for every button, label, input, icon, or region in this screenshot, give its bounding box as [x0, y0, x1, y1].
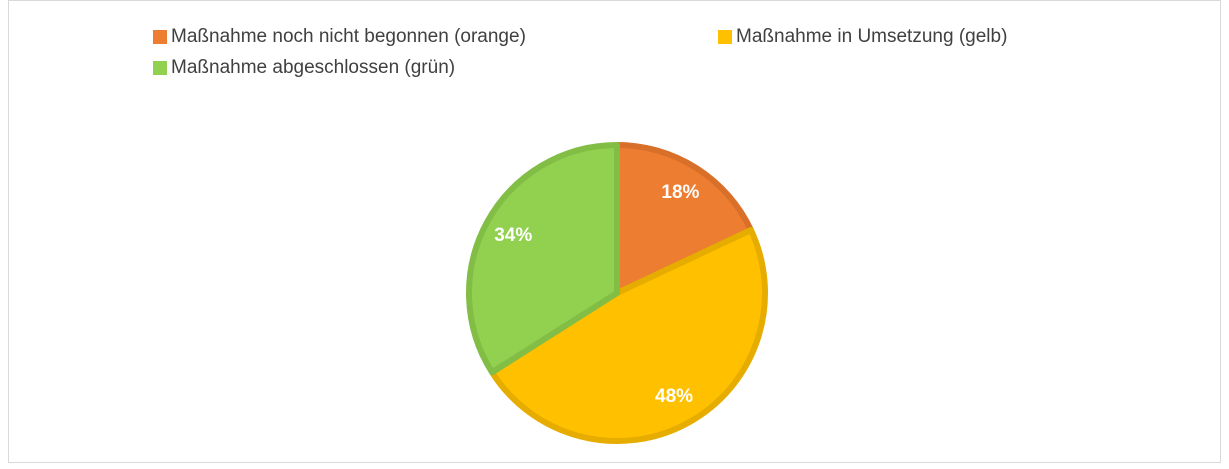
legend-swatch: [718, 30, 732, 44]
legend-label: Maßnahme in Umsetzung (gelb): [736, 26, 1007, 47]
pie-slice: [466, 142, 620, 376]
data-label: 48%: [655, 386, 693, 407]
legend-label: Maßnahme abgeschlossen (grün): [171, 57, 455, 78]
legend-swatch: [153, 30, 167, 44]
pie-slice: [614, 142, 754, 296]
data-label: 18%: [661, 182, 699, 203]
legend-swatch: [153, 61, 167, 75]
legend-label: Maßnahme noch nicht begonnen (orange): [171, 26, 526, 47]
data-label: 34%: [494, 225, 532, 246]
pie-slice: [489, 226, 768, 444]
